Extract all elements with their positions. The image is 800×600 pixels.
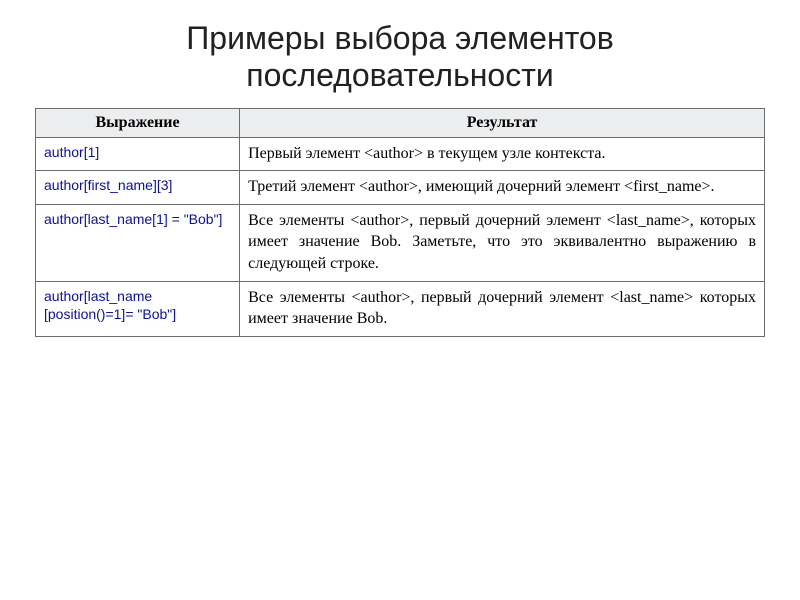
cell-result: Все элементы <author>, первый дочерний э… (240, 204, 765, 281)
examples-table: Выражение Результат author[1] Первый эле… (35, 108, 765, 337)
cell-expression: author[last_name [position()=1]= "Bob"] (36, 281, 240, 336)
cell-result: Все элементы <author>, первый дочерний э… (240, 281, 765, 336)
cell-expression: author[first_name][3] (36, 171, 240, 205)
col-header-result: Результат (240, 108, 765, 137)
cell-expression: author[1] (36, 137, 240, 171)
table-row: author[1] Первый элемент <author> в теку… (36, 137, 765, 171)
table-row: author[last_name [position()=1]= "Bob"] … (36, 281, 765, 336)
table-row: author[last_name[1] = "Bob"] Все элемент… (36, 204, 765, 281)
cell-expression: author[last_name[1] = "Bob"] (36, 204, 240, 281)
cell-result: Третий элемент <author>, имеющий дочерни… (240, 171, 765, 205)
table-header-row: Выражение Результат (36, 108, 765, 137)
cell-result: Первый элемент <author> в текущем узле к… (240, 137, 765, 171)
page-title: Примеры выбора элементов последовательно… (35, 20, 765, 94)
slide: Примеры выбора элементов последовательно… (0, 0, 800, 337)
col-header-expression: Выражение (36, 108, 240, 137)
table-row: author[first_name][3] Третий элемент <au… (36, 171, 765, 205)
